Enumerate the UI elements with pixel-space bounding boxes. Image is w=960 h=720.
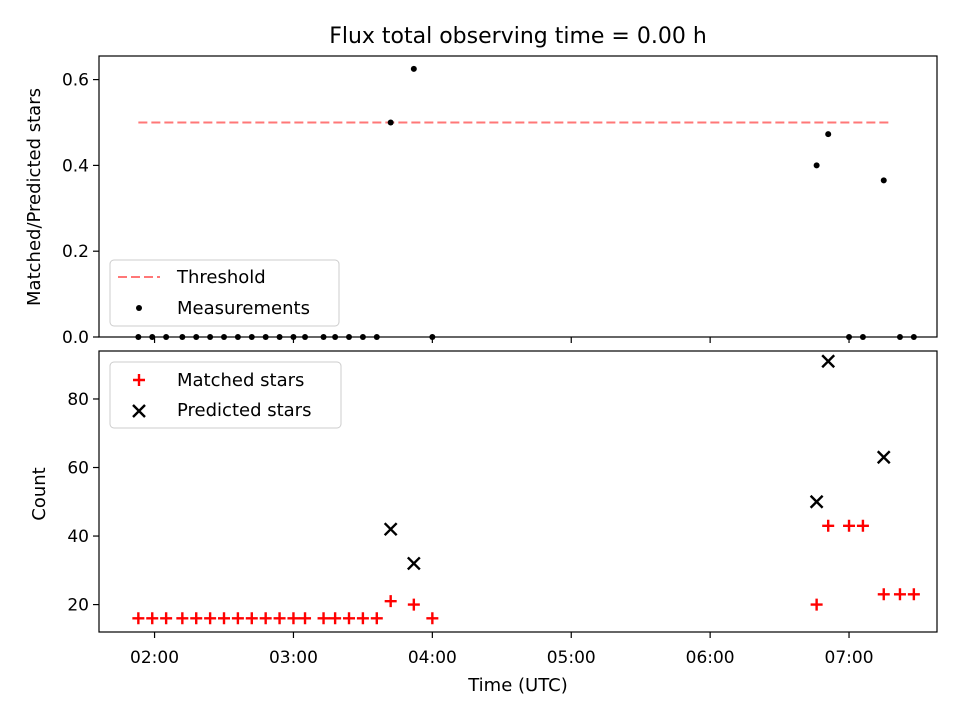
measurement-point — [248, 334, 255, 340]
x-tick-label: 04:00 — [408, 648, 457, 668]
matched-star-point — [259, 612, 272, 625]
matched-star-point — [204, 612, 217, 625]
legend-predicted-marker — [132, 404, 146, 418]
measurement-point — [276, 334, 283, 340]
x-axis-label: Time (UTC) — [467, 675, 568, 696]
matched-star-point — [877, 588, 890, 601]
measurement-point — [179, 334, 186, 340]
matched-star-point — [132, 612, 145, 625]
matched-star-point — [218, 612, 231, 625]
x-tick-label: 06:00 — [686, 648, 735, 668]
measurement-point — [373, 334, 380, 340]
measurement-point — [359, 334, 366, 340]
matched-star-point — [843, 519, 856, 532]
x-tick-label: 05:00 — [547, 648, 596, 668]
matched-star-point — [317, 612, 330, 625]
legend-matched-marker — [133, 374, 145, 386]
matched-star-point — [190, 612, 203, 625]
measurement-point — [859, 334, 866, 340]
predicted-star-point — [876, 450, 891, 465]
matched-star-point — [356, 612, 369, 625]
top-y-tick-label: 0.4 — [62, 156, 89, 176]
measurement-point — [207, 334, 214, 340]
measurement-point — [880, 177, 887, 184]
matched-star-point — [407, 598, 420, 611]
bottom-y-axis-label: Count — [29, 467, 50, 520]
matched-star-point — [299, 612, 312, 625]
measurement-point — [320, 334, 327, 340]
measurement-point — [846, 334, 853, 340]
matched-star-point — [384, 595, 397, 608]
predicted-star-point — [809, 494, 824, 509]
matched-star-point — [329, 612, 342, 625]
bottom-y-tick-label: 80 — [67, 390, 89, 410]
measurement-point — [221, 334, 228, 340]
matched-star-point — [287, 612, 300, 625]
matched-star-point — [370, 612, 383, 625]
legend-predicted-label: Predicted stars — [177, 400, 311, 421]
measurement-point — [429, 334, 436, 340]
measurement-point — [410, 65, 417, 72]
predicted-star-point — [406, 556, 421, 571]
measurement-point — [149, 334, 156, 340]
bottom-y-tick-label: 20 — [67, 596, 89, 616]
measurement-point — [813, 162, 820, 169]
bottom-legend-box — [109, 361, 342, 429]
bottom-panel: 20 40 60 80 02:00 03:00 04:00 05:00 06:00 07:00 Ma… — [67, 350, 938, 668]
top-y-axis-label: Matched/Predicted stars — [24, 88, 45, 306]
measurement-point — [896, 334, 903, 340]
matched-star-point — [245, 612, 258, 625]
top-y-tick-label: 0.6 — [62, 71, 89, 91]
legend-threshold-label: Threshold — [176, 267, 266, 288]
measurement-point — [262, 334, 269, 340]
measurement-point — [910, 334, 917, 340]
measurement-point — [290, 334, 297, 340]
matched-star-point — [822, 519, 835, 532]
predicted-star-point — [383, 522, 398, 537]
x-tick-label: 03:00 — [269, 648, 318, 668]
bottom-y-tick-label: 60 — [67, 459, 89, 479]
top-y-tick-label: 0.0 — [62, 328, 89, 348]
matched-star-point — [160, 612, 173, 625]
measurement-point — [825, 131, 832, 138]
top-y-tick-label: 0.2 — [62, 242, 89, 262]
measurement-point — [302, 334, 309, 340]
legend-measurements-label: Measurements — [177, 298, 310, 319]
matched-star-point — [231, 612, 244, 625]
predicted-star-point — [821, 354, 836, 369]
measurement-point — [163, 334, 170, 340]
matched-star-point — [426, 612, 439, 625]
measurement-point — [387, 119, 394, 126]
matched-star-point — [273, 612, 286, 625]
matched-star-point — [343, 612, 356, 625]
matched-star-point — [856, 519, 869, 532]
measurement-point — [135, 334, 142, 340]
x-tick-label: 02:00 — [130, 648, 179, 668]
matched-star-point — [176, 612, 189, 625]
matched-star-point — [893, 588, 906, 601]
top-legend-box — [109, 259, 340, 327]
bottom-plot-frame — [98, 350, 938, 633]
measurement-point — [332, 334, 339, 340]
matched-star-point — [907, 588, 920, 601]
chart-title: Flux total observing time = 0.00 h — [329, 24, 707, 49]
matched-star-point — [810, 598, 823, 611]
measurement-point — [346, 334, 353, 340]
x-tick-label: 07:00 — [825, 648, 874, 668]
matched-star-point — [146, 612, 159, 625]
measurement-point — [193, 334, 200, 340]
legend-measurements-marker — [136, 305, 142, 311]
top-panel: 0.0 0.2 0.4 0.6 Threshold Measurements — [62, 55, 938, 348]
measurement-point — [234, 334, 241, 340]
legend-matched-label: Matched stars — [177, 370, 304, 391]
bottom-y-tick-label: 40 — [67, 527, 89, 547]
